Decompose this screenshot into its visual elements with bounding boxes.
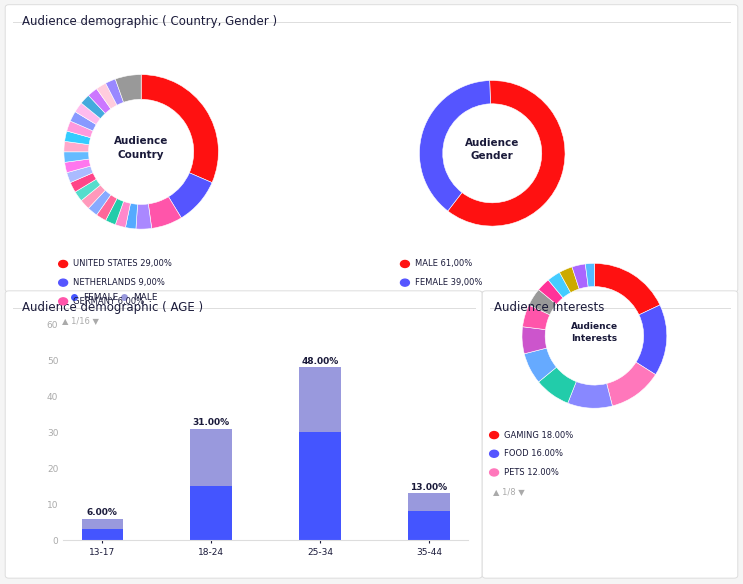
Wedge shape	[97, 84, 117, 109]
Text: ▲ 1/16 ▼: ▲ 1/16 ▼	[62, 315, 99, 325]
Text: Audience demographic ( AGE ): Audience demographic ( AGE )	[22, 301, 204, 314]
Wedge shape	[572, 264, 588, 289]
Bar	[299, 367, 341, 432]
Wedge shape	[75, 103, 100, 124]
Text: Audience Interests: Audience Interests	[494, 301, 605, 314]
Wedge shape	[606, 362, 655, 406]
Wedge shape	[88, 89, 111, 113]
Text: 13.00%: 13.00%	[410, 482, 447, 492]
Wedge shape	[115, 201, 131, 228]
Text: Audience
Gender: Audience Gender	[465, 138, 519, 161]
Wedge shape	[448, 81, 565, 226]
Wedge shape	[525, 348, 557, 382]
Wedge shape	[106, 79, 123, 105]
Wedge shape	[65, 131, 91, 145]
Wedge shape	[548, 272, 571, 298]
Legend: FEMALE, MALE: FEMALE, MALE	[68, 290, 162, 306]
Text: 6.00%: 6.00%	[87, 508, 117, 517]
Bar	[82, 519, 123, 529]
Wedge shape	[568, 381, 612, 408]
Wedge shape	[64, 152, 89, 162]
Wedge shape	[559, 267, 580, 293]
Wedge shape	[106, 199, 123, 225]
Bar	[82, 529, 123, 540]
Bar	[190, 429, 232, 486]
Wedge shape	[149, 197, 181, 228]
Text: Audience
Country: Audience Country	[114, 137, 169, 159]
Wedge shape	[67, 166, 93, 183]
Bar	[190, 486, 232, 540]
Wedge shape	[529, 290, 557, 315]
Wedge shape	[141, 75, 218, 183]
Wedge shape	[115, 75, 141, 102]
Bar	[409, 512, 450, 540]
Text: FEMALE 39,00%: FEMALE 39,00%	[415, 278, 482, 287]
Wedge shape	[522, 305, 550, 329]
Wedge shape	[97, 195, 117, 220]
Wedge shape	[136, 204, 152, 229]
Text: 48.00%: 48.00%	[302, 357, 339, 366]
Wedge shape	[522, 326, 547, 354]
Text: ▲ 1/8 ▼: ▲ 1/8 ▼	[493, 486, 525, 496]
Wedge shape	[71, 173, 97, 192]
Text: NETHERLANDS 9,00%: NETHERLANDS 9,00%	[73, 278, 165, 287]
Text: GERMANY 6,00%: GERMANY 6,00%	[73, 297, 144, 306]
Text: Audience demographic ( Country, Gender ): Audience demographic ( Country, Gender )	[22, 15, 277, 28]
Wedge shape	[636, 305, 666, 374]
Wedge shape	[420, 81, 490, 211]
Wedge shape	[594, 263, 660, 315]
Wedge shape	[126, 203, 137, 229]
Wedge shape	[67, 121, 93, 138]
Text: UNITED STATES 29,00%: UNITED STATES 29,00%	[73, 259, 172, 269]
Wedge shape	[75, 179, 100, 201]
Wedge shape	[169, 173, 212, 218]
Wedge shape	[81, 95, 106, 119]
Wedge shape	[65, 159, 91, 173]
Text: PETS 12.00%: PETS 12.00%	[504, 468, 559, 477]
Text: GAMING 18.00%: GAMING 18.00%	[504, 430, 573, 440]
Wedge shape	[539, 280, 563, 304]
Wedge shape	[585, 263, 594, 287]
Text: Audience
Interests: Audience Interests	[571, 322, 618, 343]
Wedge shape	[71, 112, 97, 131]
Wedge shape	[81, 185, 106, 208]
Wedge shape	[64, 141, 89, 152]
Wedge shape	[88, 190, 111, 215]
Text: 31.00%: 31.00%	[192, 418, 230, 427]
Text: MALE 61,00%: MALE 61,00%	[415, 259, 472, 269]
Text: FOOD 16.00%: FOOD 16.00%	[504, 449, 562, 458]
Bar	[409, 493, 450, 512]
Bar	[299, 432, 341, 540]
Wedge shape	[539, 367, 577, 403]
